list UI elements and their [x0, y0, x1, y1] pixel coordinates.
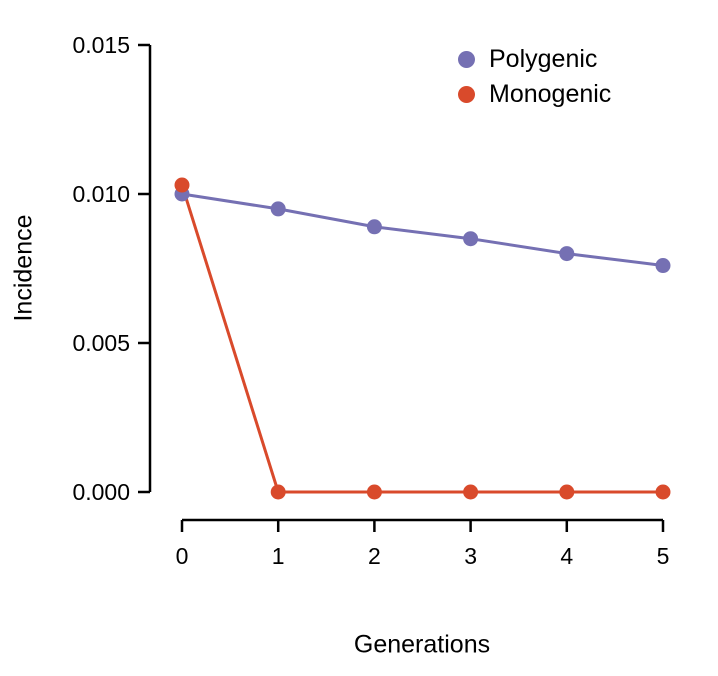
- y-axis-title: Incidence: [9, 214, 38, 322]
- monogenic-marker-icon: [458, 85, 475, 103]
- svg-text:0.015: 0.015: [72, 32, 130, 58]
- svg-text:0.000: 0.000: [72, 479, 130, 505]
- svg-text:4: 4: [560, 543, 573, 569]
- svg-text:0: 0: [176, 543, 189, 569]
- legend-label-monogenic: Monogenic: [489, 79, 612, 108]
- svg-text:3: 3: [464, 543, 477, 569]
- legend-item-polygenic: Polygenic: [458, 46, 611, 72]
- svg-text:0.010: 0.010: [72, 181, 130, 207]
- svg-text:0.005: 0.005: [72, 330, 130, 356]
- polygenic-marker-icon: [458, 50, 475, 68]
- legend: Polygenic Monogenic: [458, 46, 611, 107]
- x-axis-title: Generations: [353, 630, 491, 659]
- svg-text:5: 5: [657, 543, 670, 569]
- svg-text:2: 2: [368, 543, 381, 569]
- svg-text:1: 1: [272, 543, 285, 569]
- legend-item-monogenic: Monogenic: [458, 81, 611, 107]
- legend-label-polygenic: Polygenic: [489, 44, 598, 73]
